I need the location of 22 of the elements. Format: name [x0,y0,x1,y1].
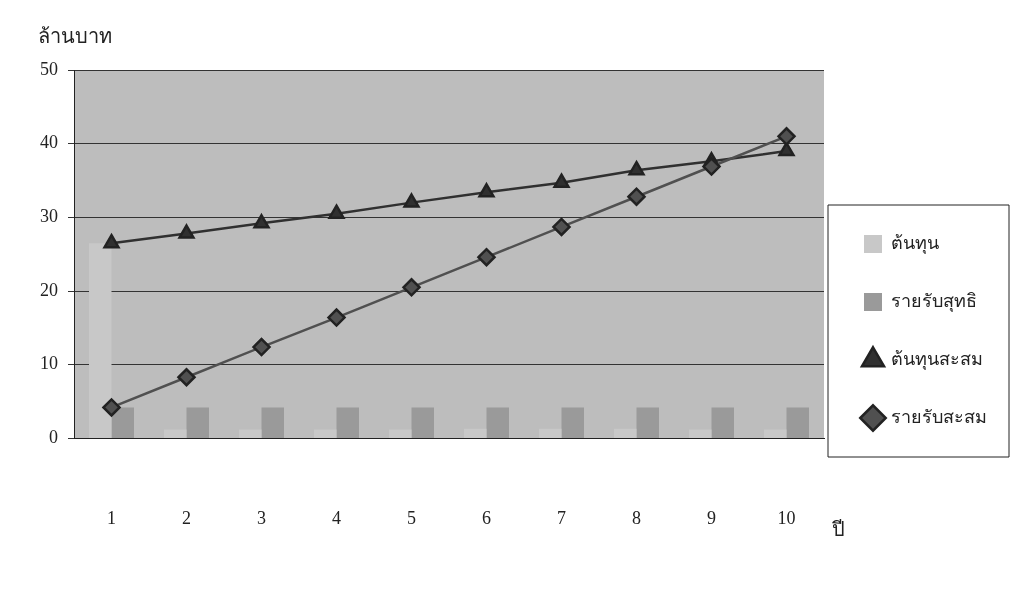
legend-label: ต้นทุน [891,232,939,254]
y-tick-label: 0 [49,427,58,448]
x-tick-label: 3 [257,507,266,528]
y-tick-label: 20 [40,279,58,300]
y-tick-label: 30 [40,206,58,227]
x-tick-label: 4 [332,507,341,528]
legend-label: ต้นทุนสะสม [891,348,983,370]
legend-label: รายรับสุทธิ [891,290,977,312]
x-axis-title: ปี [832,517,845,540]
legend-label: รายรับสะสม [891,406,987,427]
x-tick-label: 2 [182,507,191,528]
x-tick-label: 1 [107,507,116,528]
x-tick-label: 9 [707,507,716,528]
x-tick-label: 6 [482,507,491,528]
y-tick-label: 40 [40,132,58,153]
y-tick-label: 50 [40,58,58,79]
x-tick-label: 8 [632,507,641,528]
x-tick-label: 5 [407,507,416,528]
x-tick-label: 7 [557,507,566,528]
y-axis-title: ล้านบาท [38,25,112,48]
y-tick-label: 10 [40,353,58,374]
x-tick-label: 10 [777,507,796,528]
